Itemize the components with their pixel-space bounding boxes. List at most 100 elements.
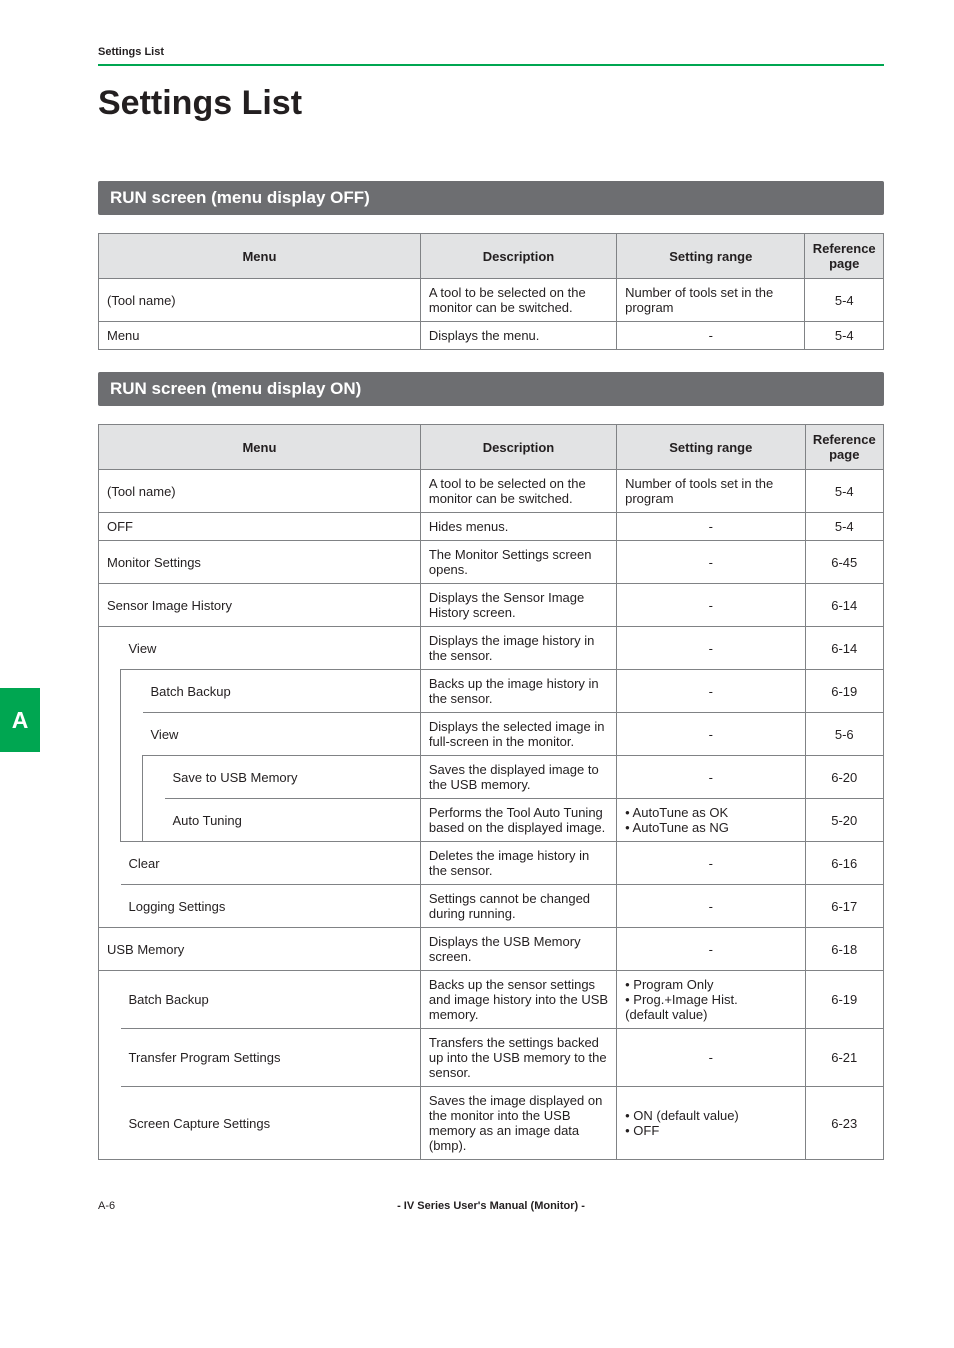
- cell-desc: Displays the Sensor Image History screen…: [420, 584, 616, 627]
- cell-desc: Displays the selected image in full-scre…: [420, 713, 616, 756]
- cell-desc: Saves the image displayed on the monitor…: [420, 1087, 616, 1160]
- cell-ref: 6-23: [805, 1087, 884, 1160]
- cell-range: -: [617, 713, 805, 756]
- cell-desc: A tool to be selected on the monitor can…: [420, 470, 616, 513]
- page-footer: A-6 - IV Series User's Manual (Monitor) …: [98, 1200, 884, 1212]
- cell-desc: Saves the displayed image to the USB mem…: [420, 756, 616, 799]
- cell-range: -: [617, 885, 805, 928]
- cell-desc: Displays the menu.: [420, 322, 616, 350]
- table-row: OFF Hides menus. - 5-4: [99, 513, 884, 541]
- cell-range: -: [617, 928, 805, 971]
- cell-menu: OFF: [99, 513, 421, 541]
- table-row: Transfer Program Settings Transfers the …: [99, 1029, 884, 1087]
- cell-range: -: [617, 513, 805, 541]
- cell-desc: Performs the Tool Auto Tuning based on t…: [420, 799, 616, 842]
- indent-cell: [143, 756, 165, 842]
- table-run-on: Menu Description Setting range Reference…: [98, 424, 884, 1160]
- cell-menu: Menu: [99, 322, 421, 350]
- running-header: Settings List: [98, 46, 884, 58]
- section-side-tab: A: [0, 688, 40, 752]
- cell-desc: Displays the USB Memory screen.: [420, 928, 616, 971]
- cell-menu: Save to USB Memory: [165, 756, 421, 799]
- cell-range: • AutoTune as OK • AutoTune as NG: [617, 799, 805, 842]
- section-heading-run-on: RUN screen (menu display ON): [98, 372, 884, 406]
- table-row: Batch Backup Backs up the image history …: [99, 670, 884, 713]
- cell-desc: Settings cannot be changed during runnin…: [420, 885, 616, 928]
- cell-range: Number of tools set in the program: [617, 470, 805, 513]
- cell-desc: Transfers the settings backed up into th…: [420, 1029, 616, 1087]
- table-row: Screen Capture Settings Saves the image …: [99, 1087, 884, 1160]
- cell-ref: 6-20: [805, 756, 884, 799]
- cell-menu: (Tool name): [99, 279, 421, 322]
- table-row: Monitor Settings The Monitor Settings sc…: [99, 541, 884, 584]
- table-row: (Tool name) A tool to be selected on the…: [99, 279, 884, 322]
- table-row: Save to USB Memory Saves the displayed i…: [99, 756, 884, 799]
- cell-ref: 6-19: [805, 670, 884, 713]
- cell-desc: Displays the image history in the sensor…: [420, 627, 616, 670]
- cell-desc: The Monitor Settings screen opens.: [420, 541, 616, 584]
- cell-range: -: [617, 541, 805, 584]
- cell-ref: 6-16: [805, 842, 884, 885]
- cell-ref: 6-18: [805, 928, 884, 971]
- table-row: Clear Deletes the image history in the s…: [99, 842, 884, 885]
- cell-ref: 6-14: [805, 584, 884, 627]
- table-row: View Displays the selected image in full…: [99, 713, 884, 756]
- cell-menu: Clear: [121, 842, 421, 885]
- cell-menu: View: [121, 627, 421, 670]
- cell-desc: Backs up the image history in the sensor…: [420, 670, 616, 713]
- table-row: Logging Settings Settings cannot be chan…: [99, 885, 884, 928]
- cell-menu: View: [143, 713, 421, 756]
- cell-menu: (Tool name): [99, 470, 421, 513]
- indent-cell: [121, 670, 143, 842]
- cell-range: -: [617, 322, 805, 350]
- cell-ref: 6-17: [805, 885, 884, 928]
- cell-ref: 5-4: [805, 470, 884, 513]
- cell-range: • Program Only • Prog.+Image Hist. (defa…: [617, 971, 805, 1029]
- table-row: Menu Displays the menu. - 5-4: [99, 322, 884, 350]
- table-row: Sensor Image History Displays the Sensor…: [99, 584, 884, 627]
- cell-desc: Deletes the image history in the sensor.: [420, 842, 616, 885]
- cell-range: -: [617, 670, 805, 713]
- cell-menu: USB Memory: [99, 928, 421, 971]
- cell-ref: 5-4: [805, 513, 884, 541]
- table-row: Batch Backup Backs up the sensor setting…: [99, 971, 884, 1029]
- cell-range: -: [617, 1029, 805, 1087]
- header-rule: [98, 64, 884, 66]
- table-row: USB Memory Displays the USB Memory scree…: [99, 928, 884, 971]
- cell-menu: Auto Tuning: [165, 799, 421, 842]
- indent-cell: [99, 627, 121, 928]
- cell-range: -: [617, 584, 805, 627]
- cell-range: -: [617, 627, 805, 670]
- col-header-setting-range: Setting range: [617, 425, 805, 470]
- col-header-reference-page: Reference page: [805, 425, 884, 470]
- cell-ref: 5-20: [805, 799, 884, 842]
- cell-desc: A tool to be selected on the monitor can…: [420, 279, 616, 322]
- footer-doc-title: - IV Series User's Manual (Monitor) -: [98, 1200, 884, 1212]
- cell-range: Number of tools set in the program: [617, 279, 805, 322]
- page-title: Settings List: [98, 84, 884, 123]
- table-run-off: Menu Description Setting range Reference…: [98, 233, 884, 350]
- cell-menu: Transfer Program Settings: [121, 1029, 421, 1087]
- table-row: View Displays the image history in the s…: [99, 627, 884, 670]
- cell-ref: 5-4: [805, 279, 884, 322]
- col-header-reference-page: Reference page: [805, 234, 884, 279]
- col-header-menu: Menu: [99, 425, 421, 470]
- cell-menu: Sensor Image History: [99, 584, 421, 627]
- cell-menu: Batch Backup: [143, 670, 421, 713]
- col-header-description: Description: [420, 425, 616, 470]
- cell-ref: 6-19: [805, 971, 884, 1029]
- table-row: Auto Tuning Performs the Tool Auto Tunin…: [99, 799, 884, 842]
- cell-menu: Logging Settings: [121, 885, 421, 928]
- cell-desc: Backs up the sensor settings and image h…: [420, 971, 616, 1029]
- cell-desc: Hides menus.: [420, 513, 616, 541]
- cell-range: -: [617, 756, 805, 799]
- cell-range: -: [617, 842, 805, 885]
- cell-menu: Screen Capture Settings: [121, 1087, 421, 1160]
- col-header-menu: Menu: [99, 234, 421, 279]
- cell-menu: Batch Backup: [121, 971, 421, 1029]
- cell-range: • ON (default value) • OFF: [617, 1087, 805, 1160]
- cell-ref: 6-45: [805, 541, 884, 584]
- cell-ref: 6-21: [805, 1029, 884, 1087]
- section-heading-run-off: RUN screen (menu display OFF): [98, 181, 884, 215]
- col-header-setting-range: Setting range: [617, 234, 805, 279]
